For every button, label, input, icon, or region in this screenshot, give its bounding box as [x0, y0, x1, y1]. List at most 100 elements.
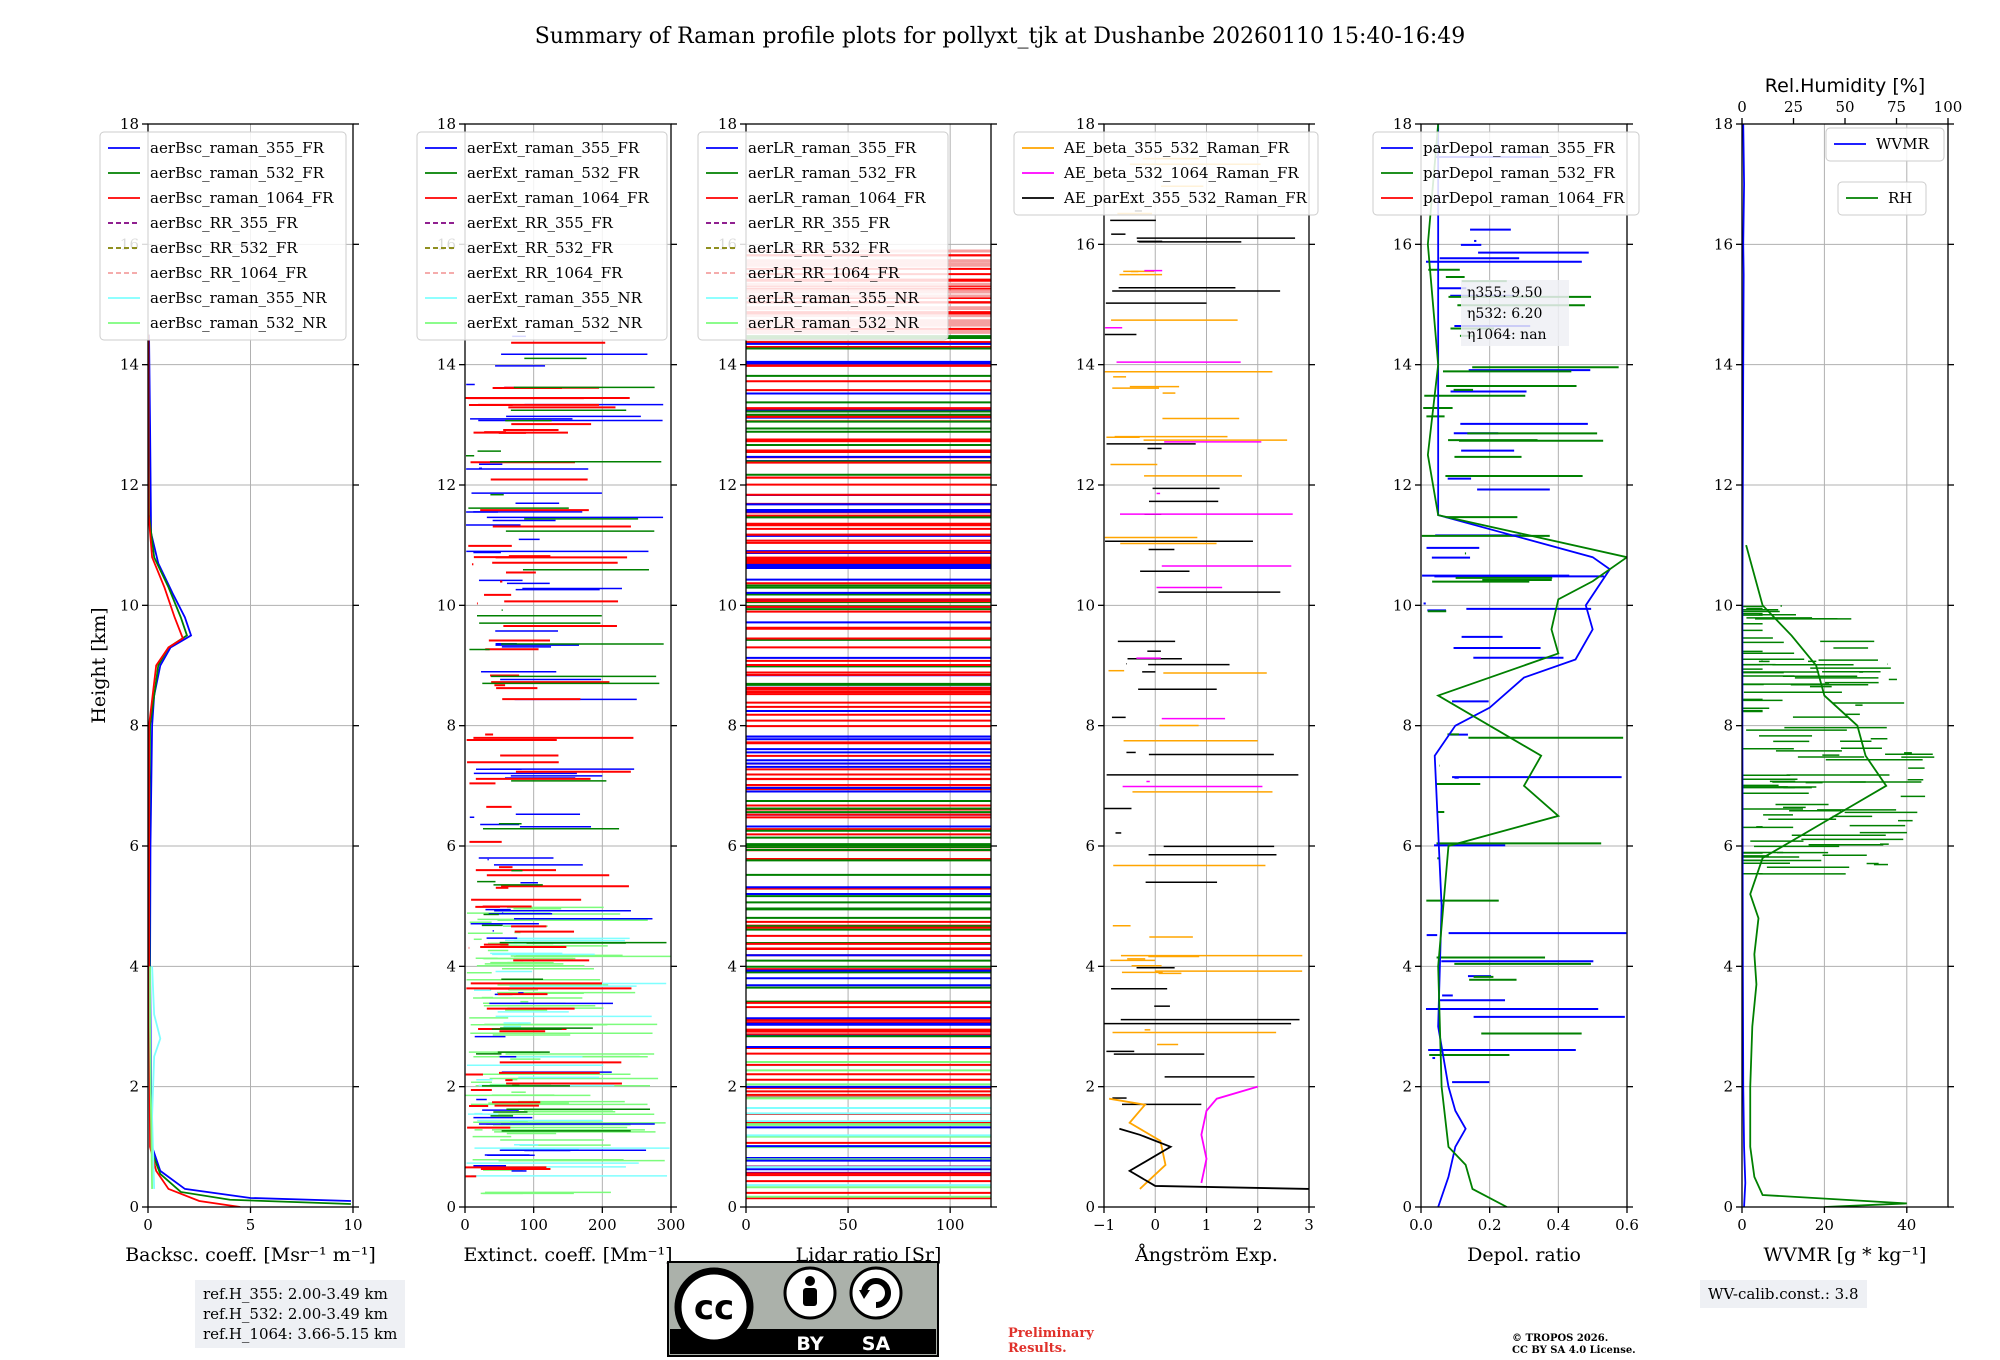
y-tick-label: 18 [1714, 115, 1733, 133]
y-tick-label: 0 [1402, 1198, 1412, 1216]
legend-label: aerExt_RR_532_FR [467, 239, 614, 257]
y-tick-label: 12 [437, 476, 456, 494]
x-tick-label: 3 [1304, 1216, 1314, 1234]
y-tick-label: 0 [129, 1198, 139, 1216]
series-line-6 [151, 966, 162, 1189]
annotation-text: η1064: nan [1467, 327, 1547, 343]
plot-frame [464, 123, 672, 1208]
x-axis-label: Backsc. coeff. [Msr⁻¹ m⁻¹] [125, 1244, 376, 1266]
eta-annotations: η355: 9.50 η532: 6.20 η1064: nan [1461, 280, 1569, 346]
y-tick-label: 14 [1076, 356, 1095, 374]
legend-label: RH [1888, 189, 1912, 207]
x-tick-label: 50 [839, 1216, 858, 1234]
legend-label: aerLR_RR_532_FR [748, 239, 890, 257]
legend-box [416, 131, 668, 341]
x-axis-label: Lidar ratio [Sr] [796, 1244, 942, 1266]
y-tick-label: 14 [1393, 356, 1412, 374]
y-tick-label: 0 [727, 1198, 737, 1216]
y-axis-label: Height [km] [88, 607, 110, 723]
x-tick-label: 0 [1150, 1216, 1160, 1234]
legend-label: aerBsc_RR_532_FR [150, 239, 298, 257]
y-tick-label: 10 [1714, 596, 1733, 614]
y-tick-label: 2 [1085, 1078, 1095, 1096]
x-axis-label: WVMR [g * kg⁻¹] [1764, 1244, 1927, 1266]
license-by-label: BY [796, 1333, 823, 1355]
legend-label: aerLR_raman_355_NR [748, 289, 919, 307]
x-tick-label: 0.4 [1546, 1216, 1570, 1234]
series-line-1 [1745, 544, 1907, 1207]
x-tick-label: 0.0 [1409, 1216, 1433, 1234]
y-tick-label: 14 [120, 356, 139, 374]
x-tick-label: 100 [936, 1216, 965, 1234]
x-tick-label: 0.2 [1478, 1216, 1502, 1234]
copyright-note: © TROPOS 2026. CC BY SA 4.0 License. [1512, 1333, 1636, 1357]
legend-label: aerBsc_raman_355_NR [150, 289, 327, 307]
y-tick-label: 8 [129, 717, 139, 735]
legend-label: aerBsc_raman_532_NR [150, 314, 327, 332]
legend: aerLR_raman_355_FR aerLR_raman_532_FR aerL… [697, 131, 949, 341]
legend-label: aerBsc_raman_532_FR [150, 164, 325, 182]
x-tick-label: 2 [1253, 1216, 1263, 1234]
y-tick-label: 12 [1076, 476, 1095, 494]
legend-label: aerBsc_raman_355_FR [150, 139, 325, 157]
y-tick-label: 2 [727, 1078, 737, 1096]
y-tick-label: 18 [1076, 115, 1095, 133]
series-line-2 [148, 334, 241, 1207]
y-tick-label: 6 [1723, 837, 1733, 855]
legend: WVMR [1825, 127, 1945, 162]
y-tick-label: 8 [727, 717, 737, 735]
wv-calibration-constant: WV-calib.const.: 3.8 [1708, 1285, 1859, 1303]
legend-label: aerLR_raman_532_NR [748, 314, 919, 332]
y-tick-label: 16 [1076, 235, 1095, 253]
top-x-tick-label: 0 [1737, 98, 1747, 116]
plot-frame [745, 123, 992, 1208]
plots-area: 0246810121416180510Backsc. coeff. [Msr⁻¹… [88, 75, 1962, 1266]
data-layer [1742, 124, 1935, 1207]
y-tick-label: 10 [718, 596, 737, 614]
annotation-text: η532: 6.20 [1467, 306, 1542, 322]
legend-label: AE_beta_532_1064_Raman_FR [1063, 164, 1299, 182]
data-layer [746, 249, 991, 1200]
data-layer [1104, 157, 1309, 1190]
y-tick-label: 16 [1393, 235, 1412, 253]
y-tick-label: 6 [129, 837, 139, 855]
legend-label: aerLR_raman_1064_FR [748, 189, 926, 207]
wv-calibration-box: WV-calib.const.: 3.8 [1700, 1280, 1867, 1308]
ref-height-1064: ref.H_1064: 3.66-5.15 km [203, 1325, 398, 1343]
y-tick-label: 6 [446, 837, 456, 855]
x-tick-label: 0 [460, 1216, 470, 1234]
series-line-0 [1108, 1097, 1167, 1190]
x-tick-label: 1 [1202, 1216, 1212, 1234]
y-tick-label: 18 [120, 115, 139, 133]
legend-label: AE_beta_355_532_Raman_FR [1063, 139, 1290, 157]
top-x-tick-label: 50 [1835, 98, 1854, 116]
legend-label: aerLR_raman_355_FR [748, 139, 917, 157]
y-tick-label: 2 [1723, 1078, 1733, 1096]
x-tick-label: 100 [519, 1216, 548, 1234]
y-tick-label: 14 [718, 356, 737, 374]
y-tick-label: 14 [437, 356, 456, 374]
y-tick-label: 8 [446, 717, 456, 735]
legend: RH [1837, 181, 1927, 216]
legend-label: parDepol_raman_1064_FR [1423, 189, 1625, 207]
legend: parDepol_raman_355_FR parDepol_raman_532_… [1372, 131, 1640, 216]
data-layer [148, 334, 351, 1207]
legend-box [1372, 131, 1640, 216]
legend: AE_beta_355_532_Raman_FR AE_beta_532_1064… [1013, 131, 1319, 216]
legend-label: aerLR_raman_532_FR [748, 164, 917, 182]
legend-label: aerExt_RR_355_FR [467, 214, 614, 232]
x-tick-label: 10 [343, 1216, 362, 1234]
legend-box [1837, 181, 1927, 216]
legend-label: parDepol_raman_532_FR [1423, 164, 1616, 182]
x-tick-label: 40 [1897, 1216, 1916, 1234]
legend-label: aerExt_raman_355_FR [467, 139, 640, 157]
y-tick-label: 0 [1085, 1198, 1095, 1216]
y-tick-label: 10 [120, 596, 139, 614]
cc-text: cc [694, 1288, 734, 1328]
copyright-line-1: © TROPOS 2026. [1512, 1333, 1609, 1344]
x-tick-label: 0.6 [1615, 1216, 1639, 1234]
legend-label: AE_parExt_355_532_Raman_FR [1063, 189, 1308, 207]
data-layer [465, 335, 671, 1195]
annotation-box [1461, 280, 1569, 346]
